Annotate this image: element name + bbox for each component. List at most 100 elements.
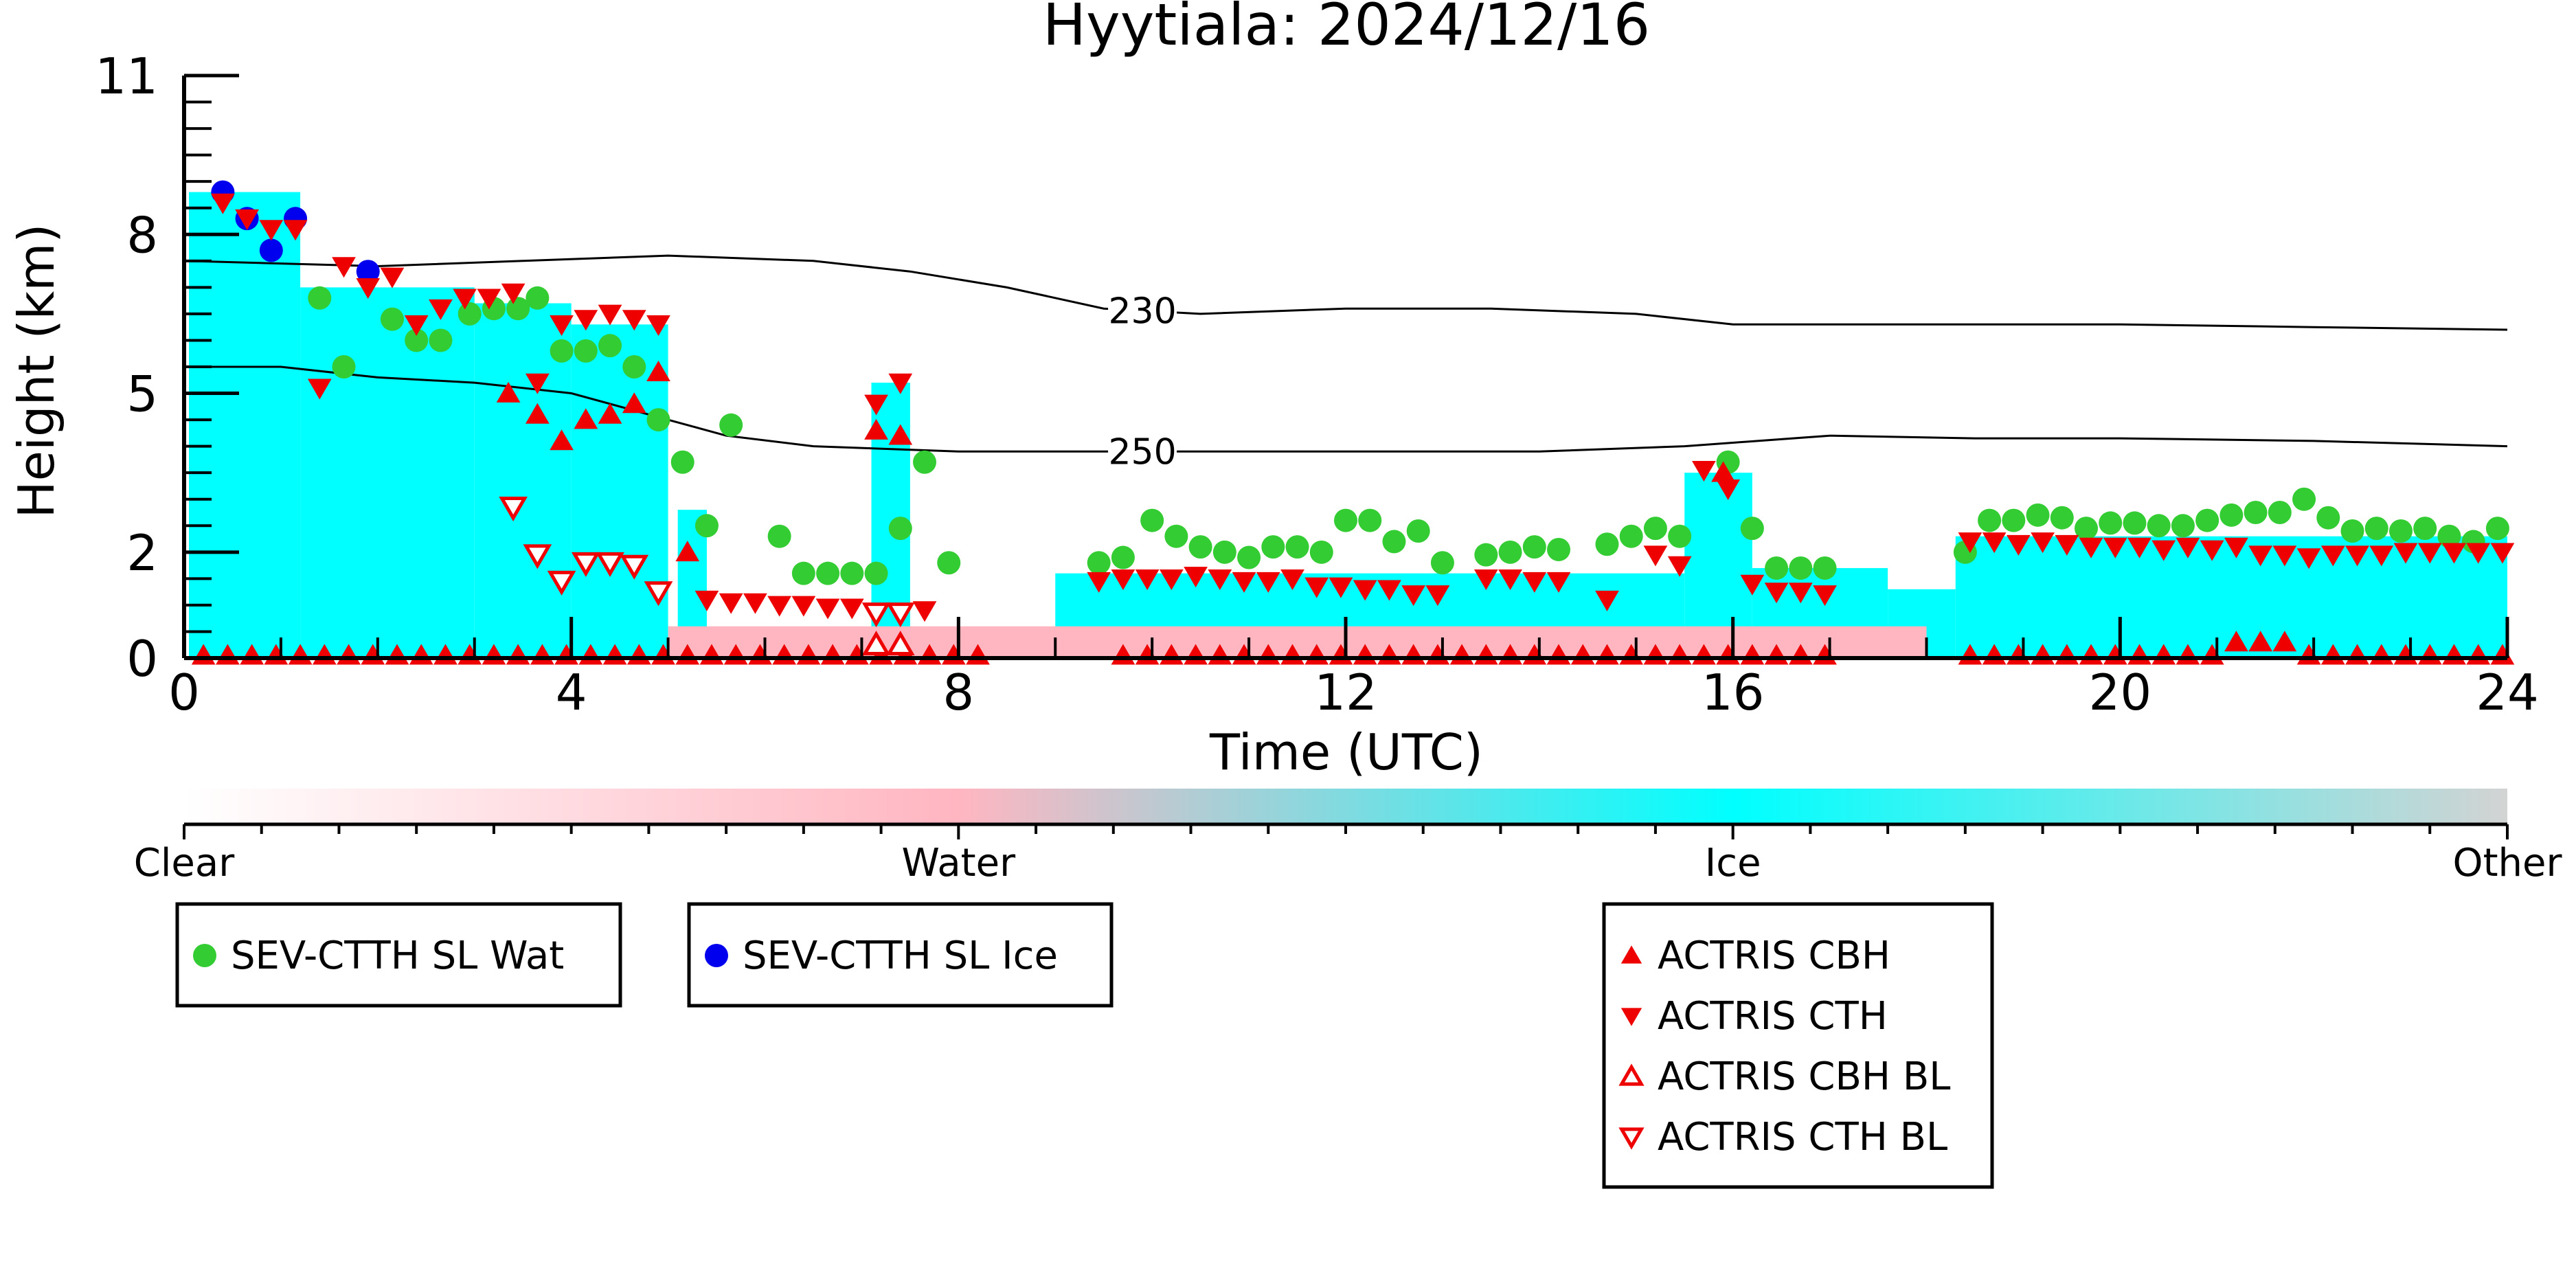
triangle-marker <box>404 315 429 337</box>
contour-label: 230 <box>1108 291 1176 332</box>
triangle-marker <box>815 598 840 620</box>
contour-line <box>184 365 2508 453</box>
point <box>1789 556 1813 580</box>
triangle-marker <box>571 552 600 577</box>
triangle-marker <box>1813 585 1837 607</box>
x-axis-label: Time (UTC) <box>1209 723 1483 781</box>
contour-label-background <box>1108 432 1177 471</box>
triangle-marker <box>1473 569 1498 591</box>
triangle-marker <box>1595 590 1619 611</box>
triangle-marker <box>1982 532 2007 554</box>
triangle-marker <box>574 408 598 429</box>
legend-label: ACTRIS CBH BL <box>1658 1054 1950 1099</box>
point <box>2099 511 2123 535</box>
triangle-marker <box>2490 543 2515 564</box>
point <box>1430 551 1454 575</box>
point <box>1087 551 1111 575</box>
legend-triangle-marker <box>1620 1008 1642 1026</box>
point <box>816 561 840 585</box>
triangle-marker <box>453 289 477 310</box>
point <box>1978 508 2002 532</box>
legend-frame <box>687 902 1114 1008</box>
point <box>2219 503 2244 527</box>
point <box>1261 535 1285 559</box>
triangle-marker <box>888 424 913 445</box>
triangle-marker <box>2369 545 2394 567</box>
triangle-marker <box>598 304 622 326</box>
contour-label: 250 <box>1108 431 1176 473</box>
point <box>1668 524 1692 548</box>
point <box>1813 556 1837 580</box>
point <box>1474 543 1498 567</box>
triangle-marker <box>1522 572 1547 593</box>
triangle-marker <box>525 373 550 394</box>
cloud-mask-block <box>474 303 572 658</box>
triangle-marker <box>2272 545 2297 567</box>
triangle-marker <box>694 590 719 611</box>
point <box>1358 508 1382 532</box>
triangle-marker <box>501 283 526 304</box>
triangle-marker <box>864 394 888 416</box>
legend-frame <box>175 902 622 1008</box>
triangle-marker <box>2151 540 2176 561</box>
triangle-marker <box>596 552 624 577</box>
point <box>1285 535 1309 559</box>
colorbar-label: Ice <box>1705 841 1761 885</box>
x-tick-label: 8 <box>942 664 974 721</box>
triangle-marker <box>1111 569 1136 591</box>
point <box>1382 530 1406 554</box>
triangle-marker <box>2320 545 2345 567</box>
legend-circle-marker <box>193 944 216 967</box>
y-tick-label: 8 <box>126 206 158 264</box>
point <box>429 328 453 352</box>
point <box>2388 519 2413 543</box>
triangle-marker <box>888 373 913 394</box>
point <box>2075 517 2099 541</box>
point <box>356 260 380 284</box>
temperature-contours: 230 250 <box>183 254 2508 473</box>
triangle-marker <box>767 596 792 617</box>
point <box>1740 517 1764 541</box>
point <box>2437 524 2461 548</box>
point <box>694 514 719 538</box>
cloud-mask-block <box>1955 536 2507 658</box>
triangle-marker <box>646 361 670 382</box>
point <box>888 517 912 541</box>
point <box>1547 537 1571 561</box>
triangle-marker <box>1425 585 1450 607</box>
triangle-marker <box>2248 631 2273 652</box>
point <box>1212 540 1236 564</box>
triangle-marker <box>1498 569 1522 591</box>
legend-sev-wat: SEV-CTTH SL Wat <box>175 902 622 1008</box>
triangle-marker <box>1184 567 1208 588</box>
legend-actris: ACTRIS CBH ACTRIS CTH ACTRIS CBH BL ACTRIS … <box>1602 902 1994 1189</box>
triangle-marker <box>861 602 891 628</box>
triangle-marker <box>2127 537 2151 558</box>
triangle-marker <box>885 602 915 628</box>
triangle-marker <box>1135 569 1160 591</box>
triangle-marker <box>1958 532 1982 554</box>
x-tick-label: 0 <box>168 664 200 721</box>
point <box>2316 506 2340 530</box>
triangle-marker <box>547 570 576 596</box>
triangle-marker <box>2417 543 2442 564</box>
point <box>2195 508 2219 532</box>
triangle-marker <box>620 554 649 580</box>
point <box>622 355 646 379</box>
point <box>2413 517 2437 541</box>
series-sev-ctth-sl-wat <box>308 286 2509 585</box>
triangle-marker <box>574 310 598 331</box>
series-actris-cth-bl <box>499 496 915 628</box>
triangle-marker <box>496 381 521 403</box>
cloud-mask-block <box>189 192 301 659</box>
point <box>646 408 670 432</box>
triangle-marker <box>550 429 574 451</box>
triangle-marker <box>1329 577 1353 598</box>
point <box>2268 501 2292 524</box>
triangle-marker <box>2345 545 2369 567</box>
point <box>2002 508 2026 532</box>
point <box>2485 517 2509 541</box>
triangle-marker <box>644 581 673 607</box>
triangle-marker <box>2272 631 2297 652</box>
